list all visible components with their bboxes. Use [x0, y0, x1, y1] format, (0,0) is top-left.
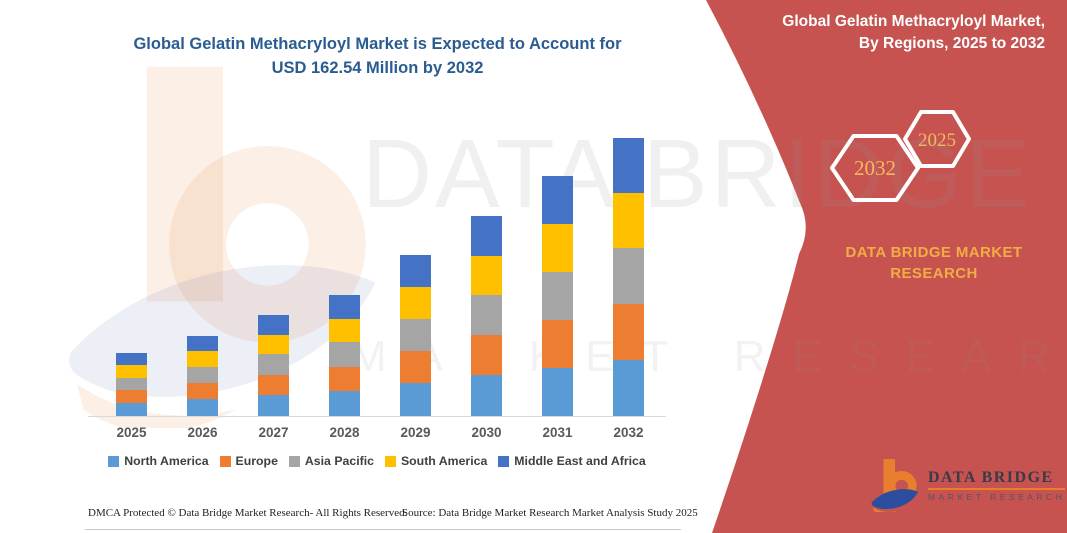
- chart-legend: North America Europe Asia Pacific South Ame…: [85, 454, 669, 468]
- data-bridge-logo-icon: [871, 459, 919, 512]
- legend-label: Middle East and Africa: [514, 454, 646, 468]
- x-axis-label: 2025: [116, 425, 147, 440]
- side-panel-org-line1: DATA BRIDGE MARKET: [845, 244, 1023, 261]
- legend-swatch: [384, 455, 396, 467]
- bar-segment: [187, 351, 218, 367]
- bar-segment: [471, 375, 502, 416]
- legend-label: Asia Pacific: [304, 454, 374, 468]
- bar-segment: [613, 247, 644, 304]
- side-panel-title: Global Gelatin Methacryloyl Market, By R…: [725, 11, 1045, 55]
- stacked-bar-2028: [329, 295, 360, 416]
- stacked-bar-2025: [116, 353, 147, 416]
- legend-swatch: [498, 455, 510, 467]
- bar-segment: [471, 216, 502, 256]
- legend-label: North America: [124, 454, 209, 468]
- side-panel-title-line1: Global Gelatin Methacryloyl Market,: [782, 13, 1045, 30]
- bar-segment: [258, 334, 289, 355]
- stacked-bar-2030: [471, 216, 502, 416]
- bar-segment: [258, 315, 289, 335]
- data-bridge-logo: DATA BRIDGE MARKET RESEARCH: [870, 458, 1066, 512]
- bar-segment: [187, 366, 218, 383]
- logo-text-block: DATA BRIDGE MARKET RESEARCH: [928, 468, 1066, 502]
- bar-segment: [187, 335, 218, 351]
- stacked-bar-2031: [542, 175, 573, 416]
- hexagon-2032-label: 2032: [854, 156, 896, 180]
- hexagon-2025: 2025: [903, 110, 971, 168]
- bar-segment: [613, 137, 644, 193]
- legend-label: South America: [400, 454, 488, 468]
- legend-swatch: [288, 455, 300, 467]
- bar-segment: [258, 354, 289, 375]
- x-axis-line: [88, 416, 666, 417]
- stacked-bar-2026: [187, 335, 218, 416]
- side-panel-title-line2: By Regions, 2025 to 2032: [858, 35, 1045, 52]
- bar-segment: [542, 223, 573, 272]
- stacked-bar-2029: [400, 255, 431, 416]
- bar-segment: [116, 390, 147, 403]
- x-axis-label: 2030: [471, 425, 502, 440]
- bar-segment: [400, 383, 431, 416]
- bar-segment: [329, 366, 360, 392]
- footer-source-text: Source: Data Bridge Market Research Mark…: [402, 507, 698, 519]
- logo-name: DATA BRIDGE: [928, 468, 1054, 486]
- bar-segment: [542, 175, 573, 224]
- x-axis-label: 2026: [187, 425, 218, 440]
- chart-title-line2: USD 162.54 Million by 2032: [271, 59, 484, 77]
- bar-segment: [116, 403, 147, 416]
- year-hexagons: 2032 2025: [830, 110, 971, 202]
- bar-segment: [116, 377, 147, 391]
- legend-item: Europe: [219, 454, 278, 468]
- legend-swatch: [108, 455, 120, 467]
- bar-segment: [471, 255, 502, 296]
- stacked-bar-2027: [258, 315, 289, 416]
- bar-segment: [187, 382, 218, 400]
- bar-segment: [258, 374, 289, 396]
- footer-rule: [85, 529, 681, 530]
- bar-segment: [613, 303, 644, 360]
- bar-segment: [471, 335, 502, 376]
- bar-segment: [116, 353, 147, 366]
- bar-segment: [329, 318, 360, 343]
- legend-item: Middle East and Africa: [498, 454, 646, 468]
- bar-segment: [258, 395, 289, 416]
- logo-subtitle: MARKET RESEARCH: [928, 491, 1066, 502]
- footer-dmca-text: DMCA Protected © Data Bridge Market Rese…: [88, 507, 408, 519]
- x-axis-label: 2027: [258, 425, 289, 440]
- bar-segment: [613, 359, 644, 416]
- bar-segment: [400, 318, 431, 351]
- side-panel-org-name: DATA BRIDGE MARKET RESEARCH: [828, 242, 1040, 284]
- bar-segment: [187, 399, 218, 416]
- bar-segment: [400, 286, 431, 319]
- legend-swatch: [219, 455, 231, 467]
- legend-label: Europe: [235, 454, 278, 468]
- x-axis-label: 2031: [542, 425, 573, 440]
- x-axis-label: 2028: [329, 425, 360, 440]
- hexagon-2032: 2032: [830, 134, 920, 202]
- legend-item: Asia Pacific: [288, 454, 374, 468]
- chart-title: Global Gelatin Methacryloyl Market is Ex…: [85, 32, 670, 80]
- hexagon-2025-label: 2025: [918, 130, 956, 151]
- bar-segment: [400, 350, 431, 384]
- chart-title-line1: Global Gelatin Methacryloyl Market is Ex…: [133, 35, 622, 53]
- bar-segment: [613, 192, 644, 248]
- legend-item: South America: [384, 454, 488, 468]
- bar-segment: [329, 342, 360, 367]
- bar-segment: [329, 391, 360, 416]
- bar-segment: [116, 365, 147, 378]
- bar-segment: [542, 367, 573, 416]
- stacked-bar-2032: [613, 137, 644, 416]
- bar-segment: [329, 295, 360, 319]
- x-axis-label: 2029: [400, 425, 431, 440]
- bar-segment: [542, 271, 573, 320]
- bar-segment: [542, 319, 573, 368]
- bar-segment: [400, 255, 431, 287]
- x-axis-label: 2032: [613, 425, 644, 440]
- logo-underline: [928, 487, 1066, 490]
- legend-item: North America: [108, 454, 209, 468]
- bar-segment: [471, 295, 502, 336]
- side-panel-org-line2: RESEARCH: [890, 265, 978, 282]
